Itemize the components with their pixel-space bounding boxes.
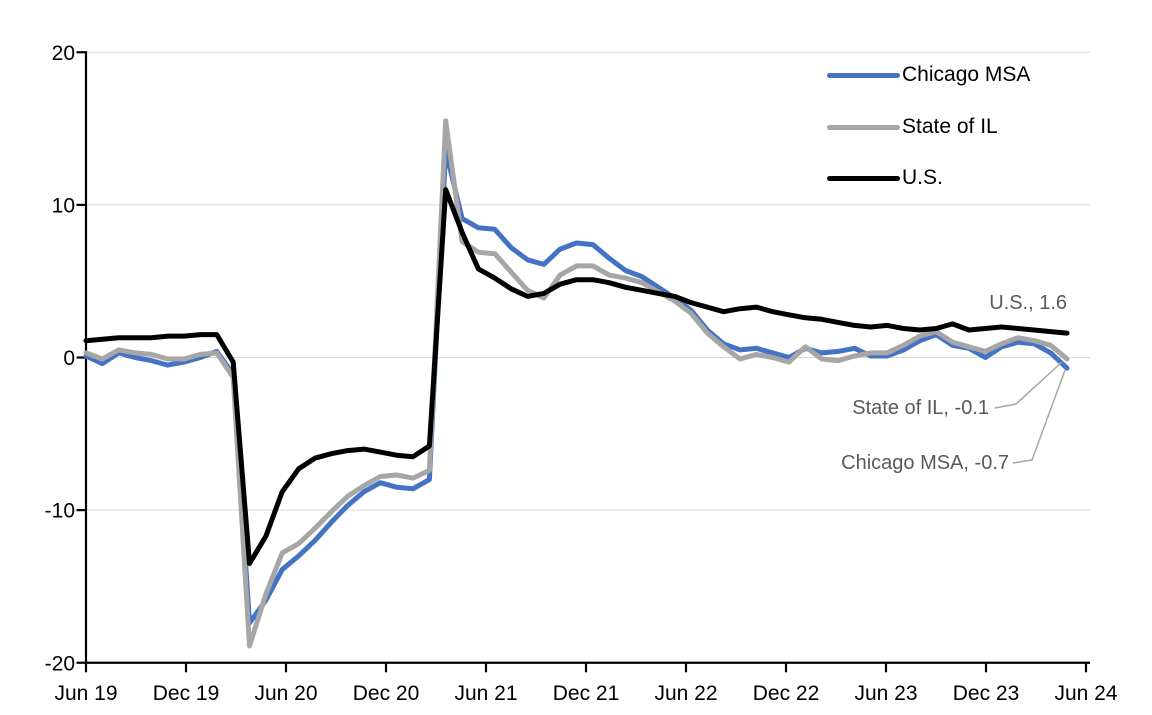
svg-text:Dec 20: Dec 20 <box>353 682 420 705</box>
legend-entry-state-of-il: State of IL <box>827 114 998 140</box>
svg-text:10: 10 <box>52 194 75 217</box>
series-line-state-of-il <box>83 118 1070 649</box>
legend-label: State of IL <box>902 115 998 138</box>
svg-text:Dec 23: Dec 23 <box>953 682 1020 705</box>
legend-label: U.S. <box>902 166 943 189</box>
legend-line-swatch-state-of-il <box>827 124 900 130</box>
svg-text:Jun 20: Jun 20 <box>254 682 317 705</box>
svg-text:Jun 19: Jun 19 <box>54 682 117 705</box>
legend-entry-chicago-msa: Chicago MSA <box>827 62 1030 88</box>
svg-text:-10: -10 <box>45 500 75 523</box>
legend-line-swatch-chicago-msa <box>827 72 900 78</box>
svg-text:Dec 19: Dec 19 <box>153 682 220 705</box>
svg-text:Dec 21: Dec 21 <box>553 682 620 705</box>
leader-line <box>994 361 1063 409</box>
x-tick-labels: Jun 19 Dec 19 Jun 20 Dec 20 Jun 21 Dec 21 Jun … <box>54 682 1117 705</box>
data-label-us: U.S., 1.6 <box>989 292 1067 314</box>
svg-text:Dec 22: Dec 22 <box>753 682 820 705</box>
legend-line-swatch-us <box>827 175 900 181</box>
y-tick-labels: 20 10 0 -10 -20 <box>45 42 75 676</box>
axes <box>76 51 1090 673</box>
legend-entry-us: U.S. <box>827 165 943 191</box>
legend-label: Chicago MSA <box>902 63 1031 86</box>
svg-text:Jun 22: Jun 22 <box>654 682 717 705</box>
svg-text:Jun 21: Jun 21 <box>454 682 517 705</box>
gridlines <box>86 51 1090 511</box>
series-line-u-s- <box>83 187 1070 566</box>
svg-text:Jun 24: Jun 24 <box>1054 682 1117 705</box>
svg-text:Jun 23: Jun 23 <box>854 682 917 705</box>
svg-text:0: 0 <box>63 347 75 370</box>
data-label-chicago-msa: Chicago MSA, -0.7 <box>841 452 1009 474</box>
svg-text:-20: -20 <box>45 652 75 675</box>
leader-line <box>1012 369 1066 464</box>
svg-text:20: 20 <box>52 42 75 65</box>
data-label-state-of-il: State of IL, -0.1 <box>852 397 989 419</box>
